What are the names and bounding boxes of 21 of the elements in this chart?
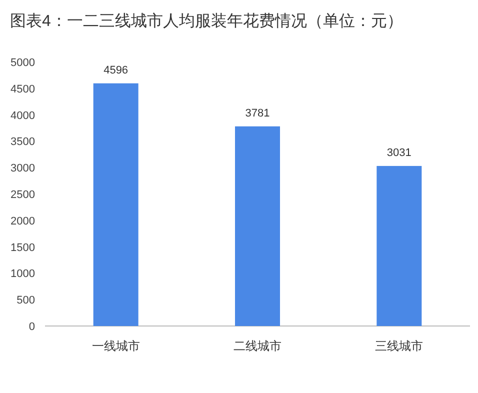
y-tick-label: 2000	[10, 215, 35, 228]
x-tick-label: 三线城市	[375, 339, 424, 353]
chart-title: 图表4：一二三线城市人均服装年花费情况（单位：元）	[10, 12, 403, 30]
y-tick-label: 0	[28, 321, 35, 333]
bar	[235, 126, 280, 326]
y-tick-label: 1000	[10, 268, 35, 280]
data-label: 4596	[104, 64, 128, 76]
y-tick-label: 4500	[10, 83, 35, 96]
y-tick-label: 1500	[10, 242, 35, 254]
y-tick-label: 3000	[10, 162, 35, 175]
y-tick-label: 4000	[10, 110, 35, 122]
x-tick-label: 二线城市	[234, 339, 282, 353]
y-tick-label: 2500	[10, 189, 35, 201]
y-tick-label: 5000	[10, 57, 35, 69]
bar	[93, 83, 138, 326]
x-tick-label: 一线城市	[92, 339, 140, 353]
data-label: 3031	[386, 146, 412, 159]
y-tick-label: 3500	[10, 136, 35, 148]
data-label: 3781	[245, 107, 270, 120]
y-tick-label: 500	[16, 294, 35, 307]
bar	[376, 166, 422, 326]
